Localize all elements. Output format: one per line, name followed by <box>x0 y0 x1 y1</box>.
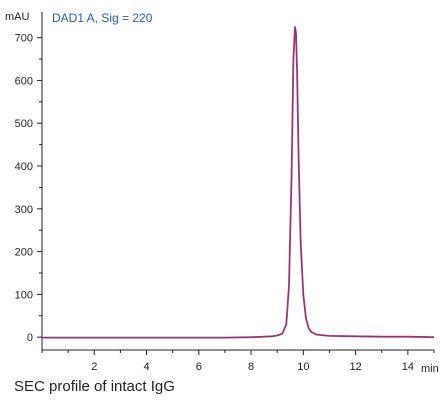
y-tick-label: 600 <box>15 75 33 87</box>
x-tick-label: 2 <box>91 361 97 373</box>
figure-caption: SEC profile of intact IgG <box>14 378 175 395</box>
series-line-overlay <box>42 26 435 338</box>
y-axis-unit: mAU <box>5 11 30 23</box>
series-line <box>42 26 435 339</box>
y-tick-label: 500 <box>15 118 33 130</box>
y-tick-label: 100 <box>15 289 33 301</box>
x-tick-label: 10 <box>297 361 309 373</box>
chart-title: DAD1 A, Sig = 220 <box>52 11 153 25</box>
y-tick-label: 200 <box>15 247 33 259</box>
x-tick-label: 6 <box>196 361 202 373</box>
ticks: 0 100 200 300 400 500 600 700 2 4 6 8 10 12 14 <box>15 33 435 373</box>
chromatogram-chart: 0 100 200 300 400 500 600 700 2 4 6 8 10 12 14 mAU min… <box>5 11 439 375</box>
y-tick-label: 700 <box>15 33 33 45</box>
x-tick-label: 14 <box>402 361 414 373</box>
x-axis-unit: min <box>421 363 439 375</box>
x-tick-label: 8 <box>248 361 254 373</box>
y-tick-label: 400 <box>15 161 33 173</box>
y-tick-label: 0 <box>27 332 33 344</box>
x-tick-label: 12 <box>349 361 361 373</box>
axes <box>41 12 434 351</box>
plot-area <box>42 26 435 339</box>
y-tick-label: 300 <box>15 204 33 216</box>
x-tick-label: 4 <box>143 361 149 373</box>
